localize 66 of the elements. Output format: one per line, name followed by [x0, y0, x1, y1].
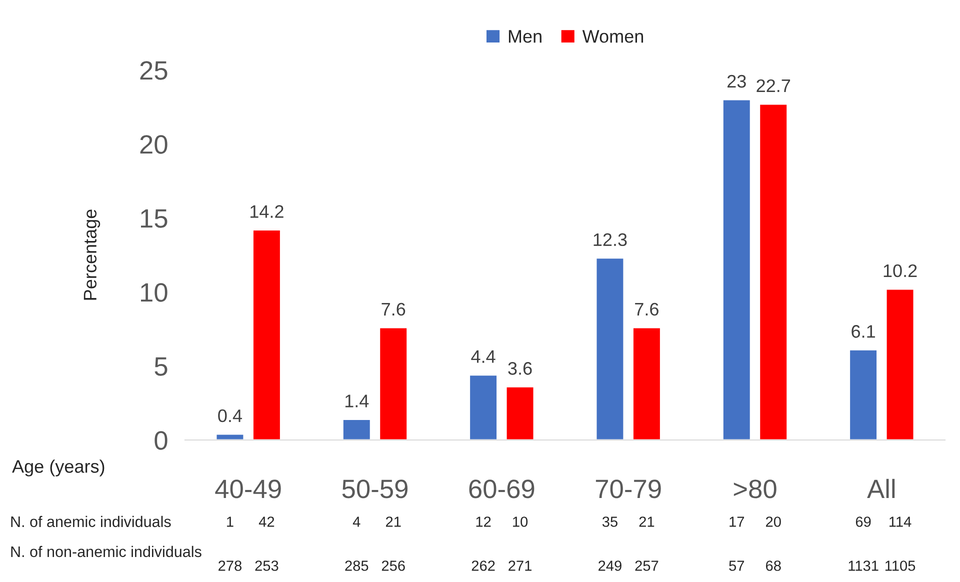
- text: 17: [730, 516, 744, 527]
- data-label: 14.2: [250, 205, 284, 218]
- bar: [758, 103, 788, 440]
- text: 271: [508, 560, 532, 571]
- data-label: 7.6: [635, 302, 658, 316]
- x-axis-title: Age (years): [12, 460, 104, 476]
- text: 57: [729, 560, 744, 571]
- data-label: 23: [728, 74, 746, 88]
- data-label: 10.2: [884, 264, 917, 278]
- text: 1131: [848, 560, 878, 571]
- bar: [505, 386, 535, 440]
- x-tick-label: All: [867, 478, 895, 498]
- y-tick-label: 25: [140, 61, 168, 80]
- x-tick-label: 50-59: [342, 480, 408, 498]
- text: 12: [476, 516, 491, 527]
- text: 68: [766, 560, 781, 571]
- text: 249: [598, 560, 622, 571]
- bar: [252, 229, 282, 440]
- x-tick-label: 60-69: [469, 480, 534, 498]
- y-tick-label: 0: [154, 431, 168, 450]
- legend-label: Women: [582, 30, 644, 43]
- text: 42: [258, 516, 274, 527]
- text: 10: [513, 516, 528, 527]
- data-label: 12.3: [594, 233, 627, 246]
- data-label: 7.6: [382, 302, 406, 316]
- text: N. of non-anemic individuals: [11, 546, 202, 558]
- legend-label: Men: [508, 30, 542, 43]
- data-label: 1.4: [345, 394, 369, 408]
- y-tick-label: 20: [140, 135, 168, 154]
- x-tick-label: 40-49: [215, 480, 281, 498]
- y-tick-label: 15: [140, 209, 168, 228]
- y-tick-label: 10: [140, 283, 168, 302]
- y-axis-title: Percentage: [84, 210, 100, 300]
- data-label: 3.6: [508, 362, 532, 375]
- bar: [595, 257, 625, 440]
- text: 69: [856, 516, 871, 527]
- text: 35: [602, 516, 618, 527]
- text: 20: [766, 516, 781, 527]
- text: N. of anemic individuals: [11, 516, 171, 528]
- data-label: 22.7: [756, 79, 790, 92]
- bar: [632, 326, 662, 440]
- text: 114: [890, 516, 912, 527]
- text: 21: [639, 516, 654, 527]
- text: 278: [218, 560, 242, 571]
- x-tick-label: >80: [734, 480, 776, 498]
- bar: [848, 349, 878, 440]
- text: 253: [255, 560, 278, 571]
- bar: [468, 374, 498, 440]
- text: 21: [386, 516, 401, 527]
- text: 285: [345, 560, 368, 571]
- text: 4: [352, 516, 360, 527]
- y-tick-label: 5: [154, 357, 168, 376]
- data-label: 6.1: [852, 325, 875, 338]
- text: 256: [382, 560, 405, 571]
- bar: [215, 433, 245, 440]
- bar: [342, 418, 372, 440]
- x-tick-label: 70-79: [596, 480, 661, 498]
- bar: [885, 288, 915, 440]
- text: 1105: [885, 560, 916, 571]
- data-label: 0.4: [218, 409, 242, 422]
- text: 262: [472, 560, 495, 571]
- text: 1: [227, 516, 234, 527]
- bar: [378, 326, 408, 440]
- text: 257: [635, 560, 658, 571]
- data-label: 4.4: [471, 350, 496, 363]
- bar: [722, 98, 752, 440]
